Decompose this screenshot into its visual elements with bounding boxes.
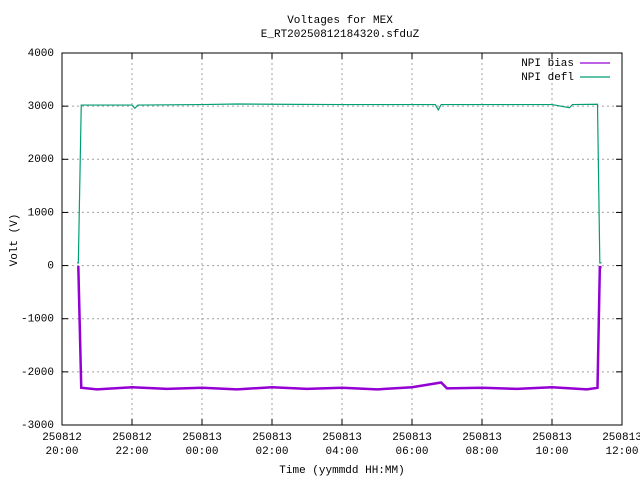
legend-label: NPI bias [521,58,574,70]
plot-border [61,52,623,426]
y-tick-label: 0 [47,260,54,272]
x-tick-label: 08:00 [465,446,498,458]
y-tick-label: -1000 [21,314,54,326]
x-tick-label: 00:00 [185,446,218,458]
y-tick-label: 3000 [28,101,54,113]
y-tick-label: -2000 [21,367,54,379]
y-tick-label: -3000 [21,420,54,432]
chart-title: Voltages for MEX [287,15,393,27]
series-line [77,265,602,391]
y-tick-label: 4000 [28,48,54,60]
x-tick-label: 06:00 [395,446,428,458]
x-tick-label: 250813 [182,432,222,444]
series-line [77,103,602,264]
y-tick-label: 2000 [28,154,54,166]
x-tick-label: 250813 [602,432,640,444]
x-tick-label: 12:00 [605,446,638,458]
chart-subtitle: E_RT20250812184320.sfduZ [261,29,420,41]
x-tick-label: 250813 [322,432,362,444]
x-tick-label: 20:00 [45,446,78,458]
legend-label: NPI defl [521,72,574,84]
x-tick-label: 250812 [42,432,82,444]
x-tick-label: 250813 [252,432,292,444]
x-tick-label: 250813 [532,432,572,444]
x-tick-label: 250813 [392,432,432,444]
x-tick-label: 04:00 [325,446,358,458]
x-tick-label: 02:00 [255,446,288,458]
x-tick-label: 250813 [462,432,502,444]
x-tick-label: 250812 [112,432,152,444]
y-tick-label: 1000 [28,207,54,219]
x-tick-label: 22:00 [115,446,148,458]
y-axis-label: Volt (V) [9,214,21,267]
x-axis-label: Time (yymmdd HH:MM) [279,465,404,477]
x-tick-label: 10:00 [535,446,568,458]
